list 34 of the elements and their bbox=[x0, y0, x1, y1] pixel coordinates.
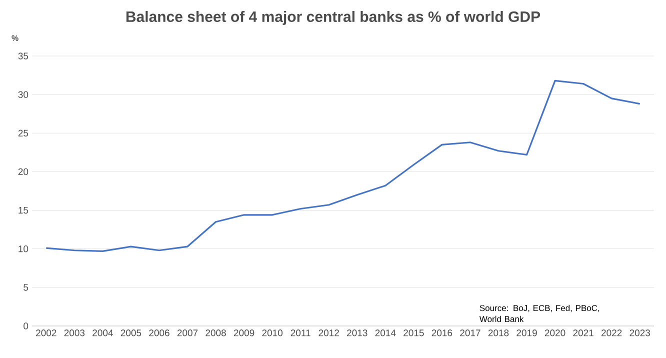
x-tick-label: 2010 bbox=[262, 330, 283, 336]
y-tick-label: 30 bbox=[18, 91, 28, 98]
x-tick-label: 2008 bbox=[206, 330, 226, 336]
x-tick-label: 2021 bbox=[573, 330, 594, 336]
x-tick-label: 2022 bbox=[601, 330, 622, 336]
x-tick-label: 2002 bbox=[36, 330, 56, 336]
x-tick-label: 2009 bbox=[234, 330, 254, 336]
x-tick-label: 2013 bbox=[347, 330, 368, 336]
y-axis-title: % bbox=[12, 35, 18, 41]
x-tick-label: 2019 bbox=[516, 330, 537, 336]
x-tick-label: 2015 bbox=[404, 330, 424, 336]
x-tick-label: 2012 bbox=[318, 330, 339, 336]
x-tick-label: 2007 bbox=[177, 330, 198, 336]
y-tick-label: 0 bbox=[24, 322, 28, 330]
x-tick-label: 2018 bbox=[488, 330, 509, 336]
y-tick-label: 35 bbox=[18, 52, 28, 60]
x-tick-label: 2006 bbox=[149, 330, 170, 336]
y-tick-label: 5 bbox=[24, 284, 28, 291]
y-tick-label: 15 bbox=[18, 206, 28, 214]
annotation: Source: BoJ, ECB, Fed, PBoC, World Bank bbox=[479, 304, 600, 322]
x-tick-label: 2017 bbox=[460, 330, 480, 336]
x-tick-label: 2003 bbox=[64, 330, 85, 336]
x-tick-label: 2004 bbox=[92, 330, 113, 336]
x-tick-label: 2023 bbox=[630, 330, 650, 336]
line-series bbox=[45, 80, 641, 252]
x-tick-label: 2014 bbox=[375, 330, 396, 336]
y-tick-label: 25 bbox=[18, 130, 28, 136]
chart-title: Balance sheet of 4 major central banks as % of world GDP bbox=[126, 11, 540, 25]
x-tick-label: 2016 bbox=[432, 330, 452, 336]
x-tick-label: 2011 bbox=[290, 330, 310, 336]
y-tick-label: 20 bbox=[18, 168, 28, 176]
x-tick-label: 2005 bbox=[120, 330, 142, 336]
x-tick-label: 2020 bbox=[544, 330, 566, 336]
y-tick-label: 10 bbox=[18, 245, 28, 252]
